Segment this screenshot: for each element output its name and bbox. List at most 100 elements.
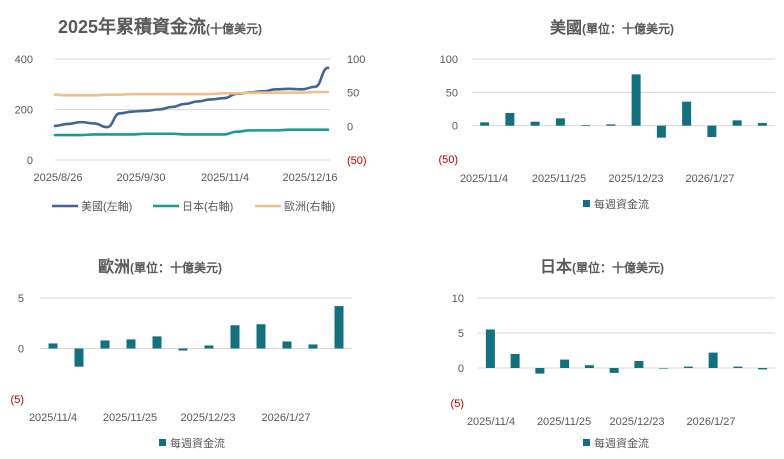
- europe-y-axis: 5 0 (5): [11, 293, 24, 406]
- cumulative-lines: [53, 66, 330, 137]
- cumulative-right-tick-label: 0: [347, 121, 353, 133]
- cumulative-x-tick-label: 2025/11/4: [201, 172, 249, 184]
- us-x-tick-label: 2025/11/25: [532, 173, 586, 185]
- us-x-axis: 2025/11/4 2025/11/25 2025/12/23 2026/1/27: [460, 173, 735, 185]
- us-x-tick-label: 2026/1/27: [686, 173, 735, 185]
- japan-legend: 每週資金流: [583, 436, 649, 450]
- cumulative-left-tick-label: 0: [27, 155, 33, 167]
- jp-x-tick-label: 2025/12/23: [609, 416, 664, 428]
- jp-bar: [485, 329, 495, 368]
- eu-y-tick-label: (5): [11, 394, 24, 406]
- eu-x-tick-label: 2025/12/23: [180, 412, 235, 424]
- eu-bar: [230, 325, 240, 349]
- eu-bar: [48, 343, 58, 349]
- us-y-tick-label: 0: [452, 121, 458, 133]
- us-bar: [757, 123, 767, 126]
- us-bar: [656, 125, 666, 138]
- us-bar: [480, 122, 490, 126]
- eu-bar: [100, 340, 110, 349]
- cumulative-left-tick-label: 200: [15, 105, 33, 117]
- us-bar: [530, 121, 540, 126]
- cumulative-right-axis: 100 50 0 (50): [347, 54, 367, 167]
- cumulative-series-line-japan: [53, 128, 330, 137]
- cumulative-flow-panel: 2025年累積資金流(十億美元) 400 200 0 100 50 0 (50) 2025…: [15, 16, 367, 213]
- jp-x-tick-label: 2025/11/25: [537, 416, 591, 428]
- us-bar: [707, 125, 717, 137]
- jp-bar: [560, 359, 570, 368]
- eu-x-tick-label: 2026/1/27: [262, 412, 311, 424]
- us-bar: [505, 113, 515, 126]
- eu-x-tick-label: 2025/11/25: [103, 412, 157, 424]
- cumulative-legend-label: 歐洲(右軸): [284, 199, 335, 213]
- jp-y-tick-label: (5): [451, 398, 464, 410]
- europe-chart-title: 歐洲: [98, 257, 130, 276]
- us-bar: [631, 74, 641, 126]
- europe-gridlines: [40, 297, 352, 349]
- jp-y-tick-label: 0: [458, 363, 464, 375]
- us-x-tick-label: 2025/12/23: [608, 173, 663, 185]
- eu-bar: [74, 348, 84, 367]
- jp-bar: [634, 361, 644, 368]
- us-bar: [606, 124, 616, 126]
- cumulative-x-tick-label: 2025/9/30: [117, 172, 166, 184]
- eu-y-tick-label: 5: [18, 293, 24, 305]
- eu-bar: [152, 336, 162, 349]
- cumulative-x-tick-label: 2025/8/26: [34, 172, 83, 184]
- us-y-tick-label: (50): [438, 154, 458, 166]
- japan-y-axis: 10 5 0 (5): [451, 293, 464, 410]
- cumulative-legend-label: 美國(左軸): [81, 199, 132, 213]
- eu-legend-swatch: [159, 439, 166, 446]
- us-y-tick-label: 100: [440, 54, 458, 66]
- eu-bar: [126, 339, 136, 349]
- jp-bar: [683, 366, 693, 368]
- japan-x-axis: 2025/11/4 2025/11/25 2025/12/23 2026/1/27: [467, 416, 736, 428]
- europe-x-axis: 2025/11/4 2025/11/25 2025/12/23 2026/1/27: [29, 412, 311, 424]
- cumulative-right-tick-label: 100: [347, 54, 365, 66]
- cumulative-x-axis: 2025/8/26 2025/9/30 2025/11/4 2025/12/16: [34, 172, 338, 184]
- svg-text:歐洲(單位：十億美元): 歐洲(單位：十億美元): [98, 257, 222, 276]
- cumulative-chart-title: 2025年累積資金流: [58, 16, 206, 37]
- jp-y-tick-label: 10: [452, 293, 464, 305]
- europe-bars: [48, 306, 344, 367]
- cumulative-legend: 美國(左軸) 日本(右軸) 歐洲(右軸): [52, 199, 335, 213]
- eu-legend-label: 每週資金流: [170, 436, 225, 450]
- us-bars: [480, 74, 767, 138]
- eu-bar: [204, 345, 214, 349]
- europe-weekly-panel: 歐洲(單位：十億美元) 50(5) 2025/11/4 2025/11/25 202…: [11, 257, 352, 450]
- cumulative-legend-label: 日本(右軸): [182, 199, 233, 213]
- jp-bar: [659, 368, 669, 369]
- cumulative-series-line-europe: [53, 90, 330, 97]
- eu-bar: [308, 344, 318, 349]
- jp-bar: [758, 368, 768, 370]
- japan-chart-title: 日本: [540, 257, 572, 276]
- svg-text:2025年累積資金流(十億美元): 2025年累積資金流(十億美元): [58, 16, 262, 37]
- japan-bars: [485, 329, 768, 374]
- us-legend: 每週資金流: [583, 197, 649, 211]
- europe-legend: 每週資金流: [159, 436, 225, 450]
- eu-bar: [282, 341, 292, 349]
- europe-chart-title-unit: (單位：十億美元): [130, 260, 222, 275]
- us-y-tick-label: 50: [446, 87, 458, 99]
- svg-text:日本(單位：十億美元): 日本(單位：十億美元): [540, 257, 664, 276]
- jp-bar: [733, 366, 743, 368]
- us-chart-title: 美國: [550, 18, 582, 37]
- jp-bar: [584, 365, 594, 368]
- cumulative-gridlines: [55, 58, 330, 161]
- eu-bar: [178, 348, 188, 351]
- us-bar: [732, 120, 742, 126]
- jp-legend-label: 每週資金流: [594, 436, 649, 450]
- jp-x-tick-label: 2025/11/4: [467, 416, 515, 428]
- japan-gridlines: [478, 297, 775, 369]
- jp-x-tick-label: 2026/1/27: [687, 416, 736, 428]
- cumulative-x-tick-label: 2025/12/16: [282, 172, 337, 184]
- eu-bar: [256, 324, 266, 349]
- cumulative-left-tick-label: 400: [15, 54, 33, 66]
- cumulative-left-axis: 400 200 0: [15, 54, 33, 167]
- eu-bar: [334, 306, 344, 349]
- us-bar: [555, 118, 565, 126]
- svg-text:美國(單位：十億美元): 美國(單位：十億美元): [550, 18, 674, 37]
- cumulative-right-tick-label: (50): [347, 155, 367, 167]
